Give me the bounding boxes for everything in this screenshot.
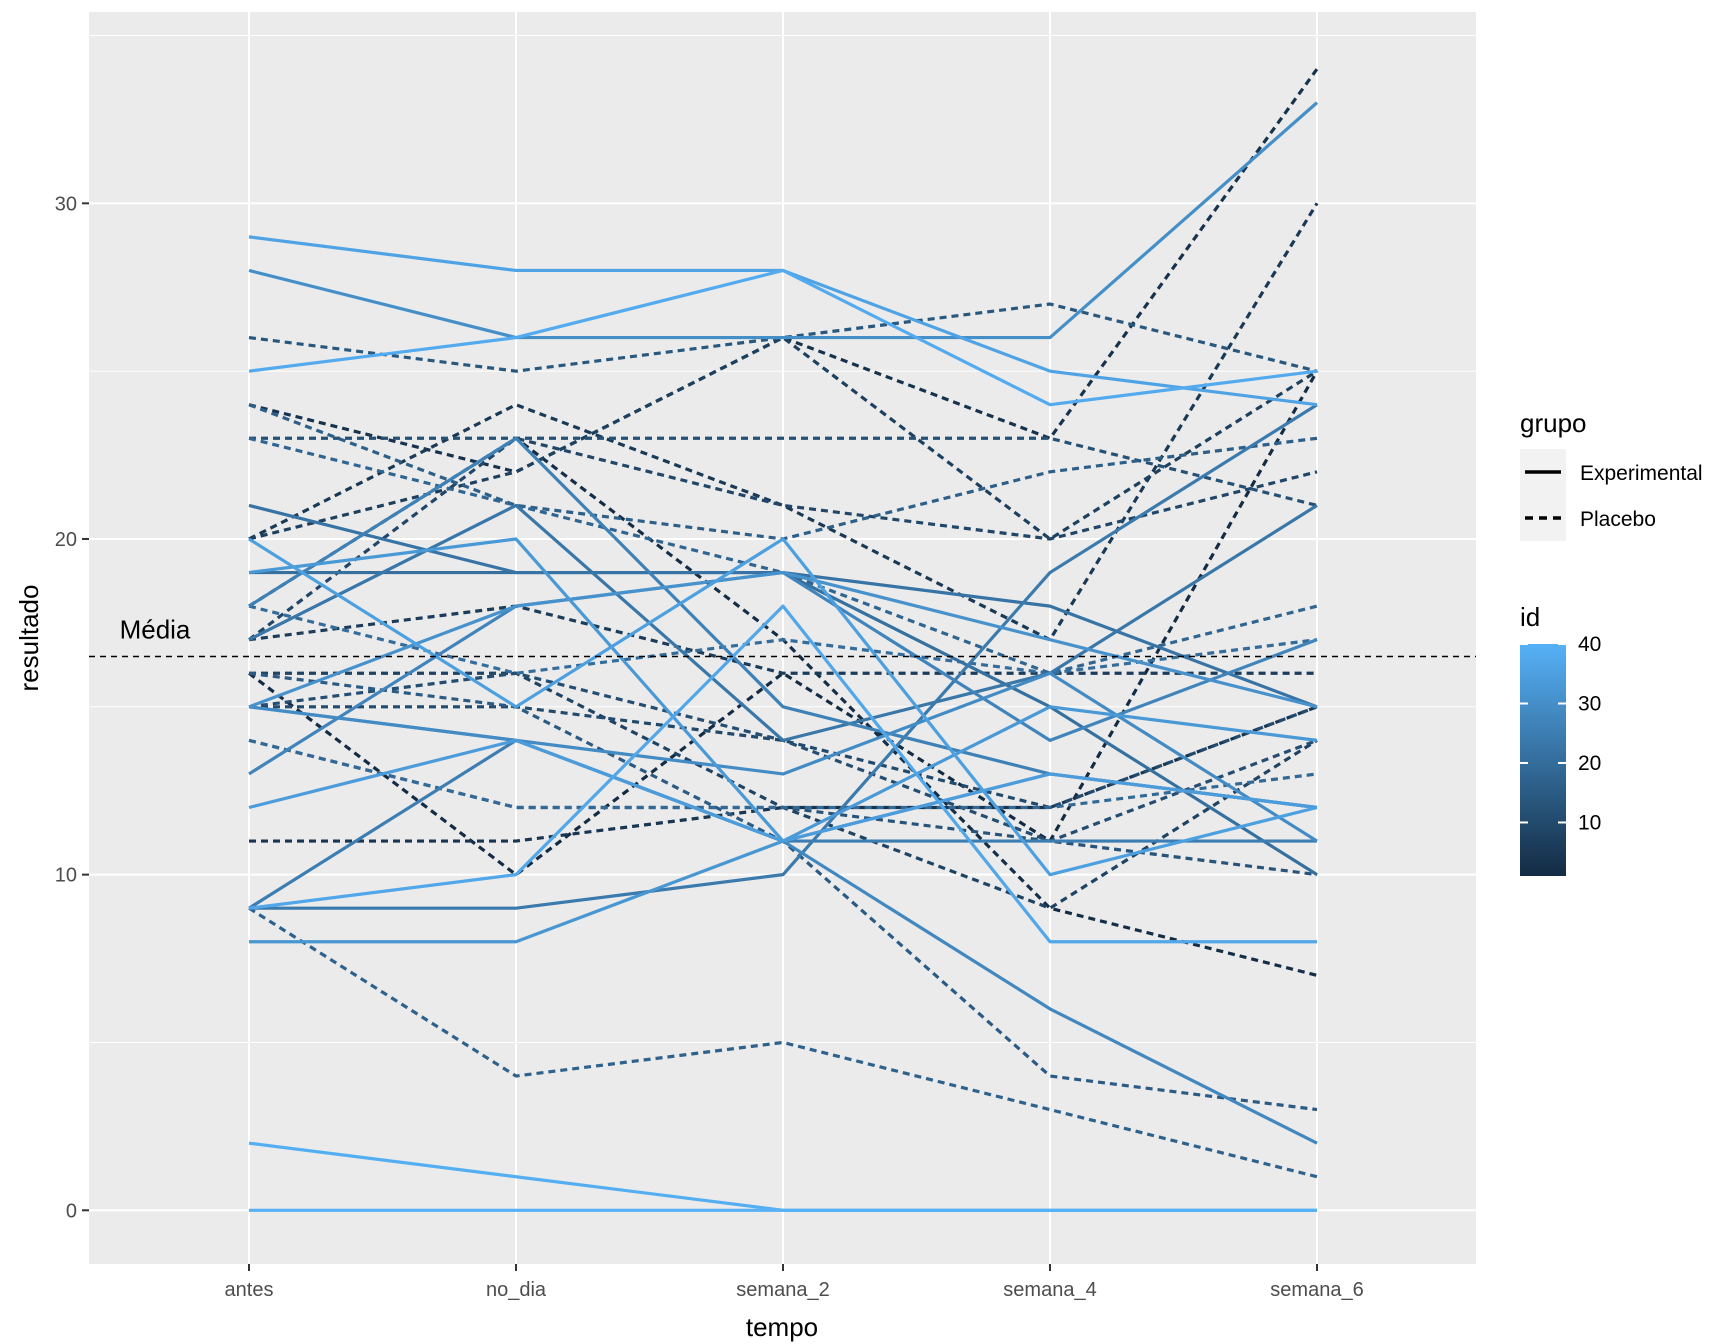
colorbar-tick-label: 30 (1578, 692, 1601, 715)
y-axis-title: resultado (14, 585, 44, 692)
legend-grupo-title: grupo (1520, 408, 1587, 438)
series-line-id-19 (248, 738, 1318, 810)
legend-id: id 10 20 30 40 (1520, 602, 1601, 876)
series-line-id-18 (248, 436, 1318, 675)
legend-id-title: id (1520, 602, 1540, 632)
y-tick-label: 0 (66, 1200, 77, 1222)
y-axis: 0 10 20 30 (55, 193, 89, 1222)
series-line-id-24 (249, 403, 1318, 910)
series-line-id-9 (248, 436, 1318, 641)
x-tick-label: no_dia (486, 1279, 547, 1301)
series-line-id-17 (248, 906, 1318, 1179)
series-line-id-12 (249, 436, 1318, 507)
y-tick-label: 30 (55, 193, 77, 215)
legend-grupo: grupo Experimental Placebo (1520, 408, 1703, 541)
legend-id-ticks: 10 20 30 40 (1520, 633, 1601, 834)
x-axis-title: tempo (746, 1312, 818, 1342)
colorbar-tick-label: 20 (1578, 752, 1601, 775)
x-axis: antes no_dia semana_2 semana_4 semana_6 (225, 1264, 1364, 1301)
legend-label-placebo: Placebo (1580, 508, 1656, 531)
colorbar-tick-label: 40 (1578, 633, 1601, 656)
x-tick-label: semana_6 (1270, 1279, 1363, 1301)
x-tick-label: semana_4 (1003, 1279, 1096, 1301)
series-line-id-31 (248, 570, 1318, 709)
series-line-id-1 (248, 370, 1319, 877)
x-tick-label: antes (225, 1279, 274, 1301)
series-layer (248, 68, 1319, 1212)
series-line-id-34 (248, 738, 1318, 843)
series-line-id-30 (248, 101, 1319, 340)
series-line-id-3 (248, 68, 1319, 474)
series-line-id-37 (248, 604, 1317, 944)
series-line-id-35 (248, 537, 1318, 877)
mean-annotation: Média (120, 615, 191, 645)
series-line-id-6 (248, 604, 1317, 675)
legend-id-colorbar (1520, 644, 1566, 876)
legend-label-experimental: Experimental (1580, 462, 1703, 485)
x-tick-label: semana_2 (736, 1279, 829, 1301)
series-line-id-29 (248, 671, 1318, 843)
y-tick-label: 20 (55, 529, 77, 551)
colorbar-tick-label: 10 (1578, 811, 1601, 834)
series-line-id-10 (249, 705, 1318, 810)
y-tick-label: 10 (55, 865, 77, 887)
series-line-id-38 (248, 268, 1318, 407)
